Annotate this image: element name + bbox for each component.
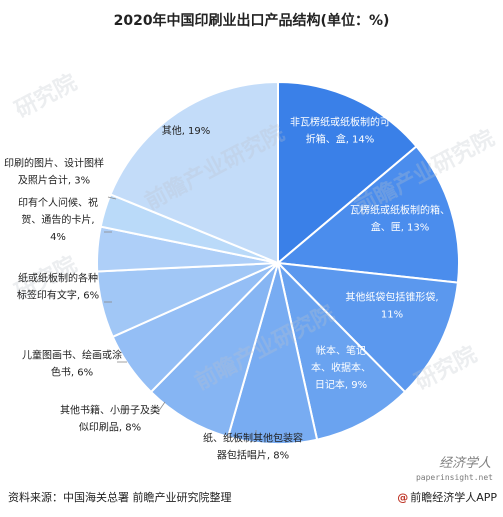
slice-label-6: 其他书籍、小册子及类似印刷品, 8% (60, 404, 160, 434)
pie-slice-3 (275, 261, 460, 394)
slice-label-7: 儿童图画书、绘画或涂色书, 6% (22, 349, 122, 379)
brand-credit: @ 前瞻经济学人APP (397, 489, 497, 505)
chart-title: 2020年中国印刷业出口产品结构(单位：%) (113, 13, 390, 29)
at-icon: @ (397, 491, 409, 504)
pie-slices (96, 80, 460, 445)
pie-slice-6 (149, 262, 279, 439)
pie-slice-11 (109, 80, 279, 265)
slice-labels: 非瓦楞纸或纸板制的可折箱、盒, 14% 瓦楞纸或纸板制的箱、盒、匣, 13% 其他纸… (4, 116, 450, 462)
slice-label-3: 其他纸袋包括锥形袋, 11% (345, 291, 438, 321)
pie-slice-2 (275, 145, 460, 284)
slice-label-8: 纸或纸板制的各种标签印有文字, 6% (17, 272, 99, 302)
slice-label-10: 印刷的图片、设计图样及照片合计, 3% (4, 157, 104, 187)
leader-line-6 (157, 401, 166, 413)
pie-slice-5 (226, 262, 319, 445)
pie-slice-1 (277, 80, 418, 266)
watermark-1: 研究院 (11, 69, 81, 123)
leader-line-10 (107, 196, 117, 200)
source-note: 资料来源：中国海关总署 前瞻产业研究院整理 (8, 491, 232, 504)
slice-label-5: 纸、纸板制其他包装容器包括唱片, 8% (203, 432, 303, 462)
label-leaders (104, 196, 257, 438)
brand-url: paperinsight.net (415, 473, 493, 482)
slice-label-1: 非瓦楞纸或纸板制的可折箱、盒, 14% (290, 116, 390, 146)
slice-label-9: 印有个人问候、祝贺、通告的卡片, 4% (18, 196, 98, 243)
brand-signature: 经济学人 (438, 456, 491, 471)
brand-name: 前瞻经济学人APP (410, 491, 497, 504)
pie-slice-4 (276, 259, 407, 441)
slice-label-2: 瓦楞纸或纸板制的箱、盒、匣, 13% (350, 204, 450, 234)
slice-label-11: 其他, 19% (162, 124, 211, 137)
slice-label-4: 帐本、笔记本、收据本、日记本, 9% (311, 344, 371, 391)
